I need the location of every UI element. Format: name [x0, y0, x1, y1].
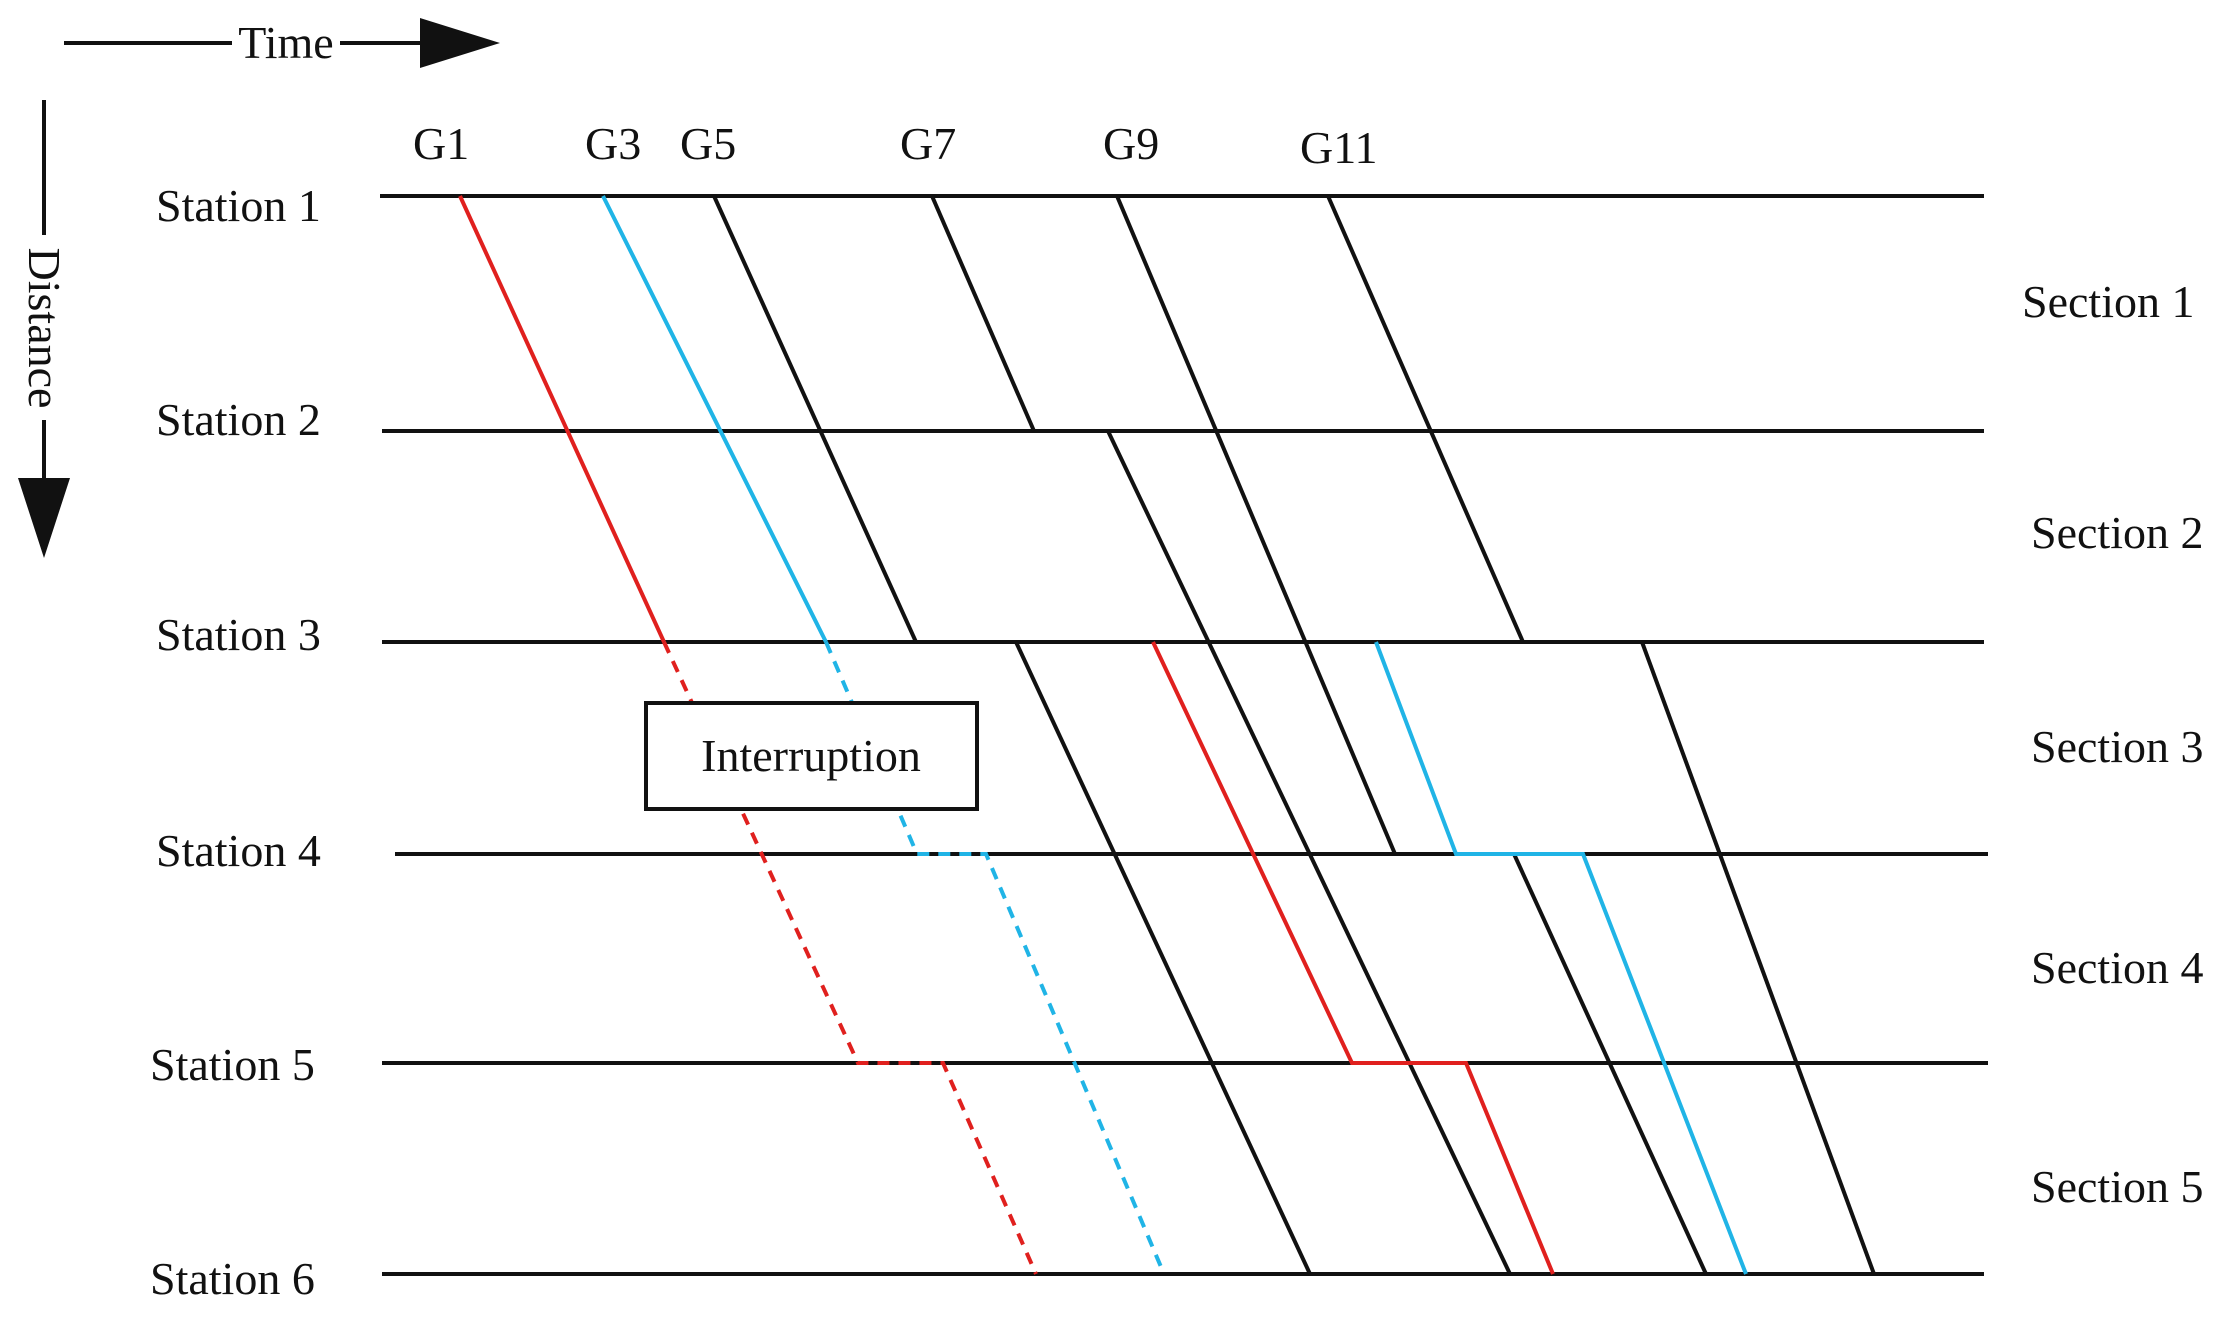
time-axis-arrowhead	[420, 18, 500, 68]
black-train-paths	[712, 195, 1876, 1275]
time-axis: Time	[64, 17, 500, 68]
distance-axis: Distance	[18, 100, 70, 558]
section-4-label: Section 4	[2031, 942, 2203, 993]
train-path-g7	[930, 195, 1036, 432]
station-1-label: Station 1	[156, 180, 321, 231]
section-labels: Section 1 Section 2 Section 3 Section 4 …	[2022, 276, 2203, 1212]
station-5-label: Station 5	[150, 1039, 315, 1090]
interruption-box-frame	[644, 701, 979, 811]
train-path-station4-departure-a	[1512, 853, 1708, 1275]
train-path-g1-before-interruption	[458, 195, 666, 643]
station-6-label: Station 6	[150, 1253, 315, 1304]
train-label-g1: G1	[413, 118, 469, 169]
train-path-g5	[712, 195, 918, 643]
section-3-label: Section 3	[2031, 721, 2203, 772]
station-3-label: Station 3	[156, 609, 321, 660]
station-labels: Station 1 Station 2 Station 3 Station 4 …	[150, 180, 321, 1304]
section-2-label: Section 2	[2031, 507, 2203, 558]
train-path-g1-during-interruption	[662, 641, 1038, 1275]
distance-axis-label: Distance	[19, 248, 70, 409]
station-4-label: Station 4	[156, 825, 321, 876]
interruption-label: Interruption	[701, 730, 921, 781]
section-1-label: Section 1	[2022, 276, 2194, 327]
train-path-g3-before-interruption	[601, 195, 828, 643]
distance-axis-arrowhead	[18, 478, 70, 558]
train-path-station3-departure-a	[1014, 641, 1312, 1275]
section-5-label: Section 5	[2031, 1161, 2203, 1212]
train-label-g9: G9	[1103, 118, 1159, 169]
time-axis-label: Time	[238, 17, 333, 68]
train-path-red-delayed	[1151, 641, 1555, 1275]
red-train-paths	[458, 195, 1555, 1275]
station-2-label: Station 2	[156, 394, 321, 445]
train-label-g5: G5	[680, 118, 736, 169]
train-label-g11: G11	[1300, 122, 1378, 173]
train-path-blue-delayed	[1374, 641, 1748, 1275]
train-path-station3-departure-b	[1640, 641, 1876, 1275]
station-lines	[380, 194, 1988, 1276]
train-label-g3: G3	[585, 118, 641, 169]
train-path-station2-departure-a	[1106, 430, 1512, 1275]
train-path-g9	[1115, 195, 1397, 855]
train-labels: G1 G3 G5 G7 G9 G11	[413, 118, 1378, 173]
interruption-box: Interruption	[644, 701, 979, 811]
train-path-g11	[1326, 195, 1525, 643]
train-label-g7: G7	[900, 118, 956, 169]
